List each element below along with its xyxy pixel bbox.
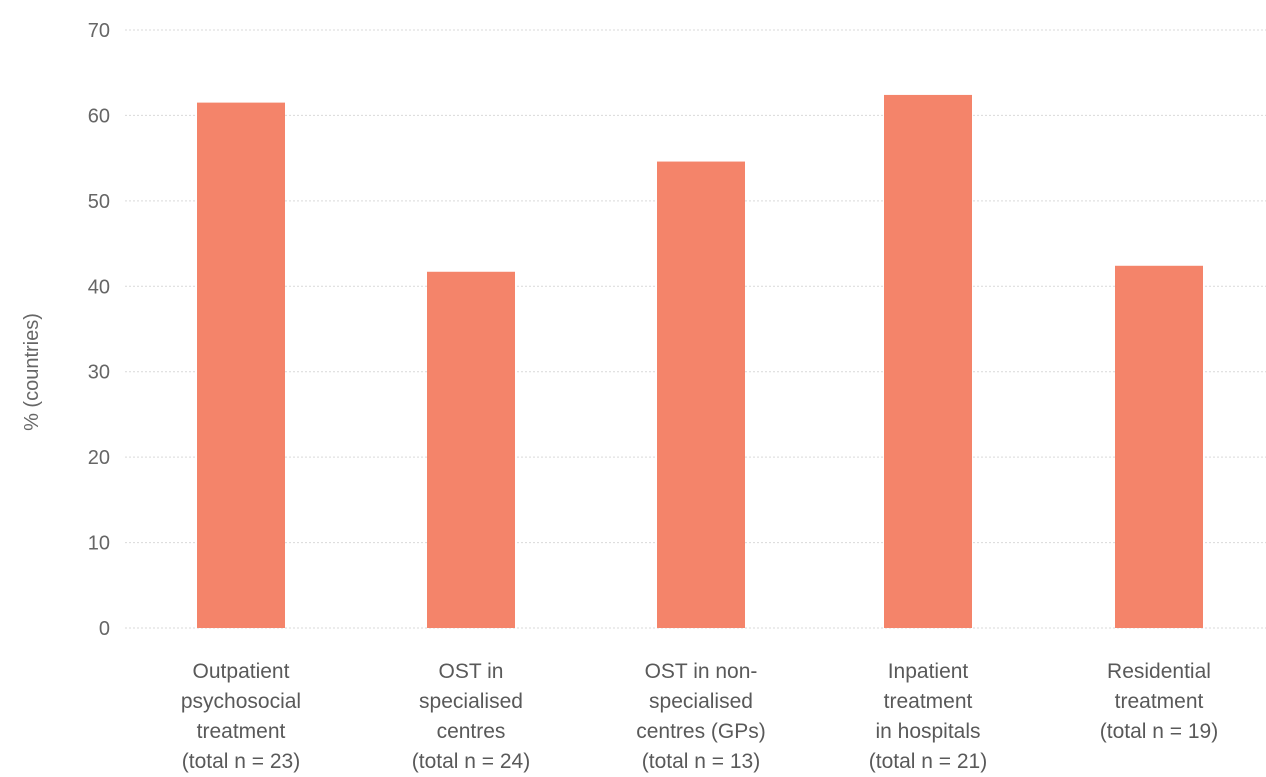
bars (197, 94, 1203, 629)
x-category-label-line: (total n = 23) (182, 750, 300, 773)
bar-2 (657, 161, 745, 628)
x-category-label-line: Residential (1107, 660, 1211, 683)
x-category-label-line: centres (GPs) (636, 720, 766, 743)
y-axis-title: % (countries) (21, 313, 43, 431)
x-category-label-line: specialised (649, 690, 753, 713)
y-tick-label: 20 (88, 447, 110, 469)
x-category-labels: Outpatient psychosocial treatment (total n … (181, 660, 1218, 773)
x-category-label: OST in non-specialised centres (GPs) (tota… (636, 660, 766, 773)
y-tick-labels: 0 10 20 30 40 50 60 70 (88, 20, 110, 640)
x-category-label-line: psychosocial (181, 690, 301, 713)
bar-0 (197, 102, 285, 629)
y-tick-label: 0 (99, 618, 110, 640)
x-category-label: Residential treatment (total n = 19) (1100, 660, 1218, 743)
x-category-label-line: treatment (197, 720, 286, 743)
y-tick-label: 30 (88, 362, 110, 384)
x-category-label-line: Inpatient (888, 660, 969, 683)
x-category-label: OST in specialised centres (total n = 24) (412, 660, 530, 773)
x-category-label-line: OST in (439, 660, 504, 683)
x-category-label-line: OST in non- (645, 660, 758, 683)
x-category-label-line: treatment (1115, 690, 1204, 713)
x-category-label: Inpatient treatment in hospitals (total n =… (869, 660, 987, 773)
bar-1 (427, 271, 515, 628)
x-category-label-line: treatment (884, 690, 973, 713)
bar-4 (1115, 265, 1203, 628)
x-category-label-line: Outpatient (193, 660, 290, 683)
x-category-label-line: (total n = 13) (642, 750, 760, 773)
bar-3 (884, 94, 972, 628)
x-category-label-line: (total n = 19) (1100, 720, 1218, 743)
y-tick-label: 50 (88, 191, 110, 213)
x-category-label-line: (total n = 21) (869, 750, 987, 773)
y-tick-label: 60 (88, 105, 110, 127)
x-category-label: Outpatient psychosocial treatment (total n … (181, 660, 301, 773)
y-tick-label: 10 (88, 533, 110, 555)
y-tick-label: 40 (88, 276, 110, 298)
x-category-label-line: centres (437, 720, 506, 743)
y-tick-label: 70 (88, 20, 110, 42)
x-category-label-line: specialised (419, 690, 523, 713)
x-category-label-line: (total n = 24) (412, 750, 530, 773)
x-category-label-line: in hospitals (875, 720, 980, 743)
